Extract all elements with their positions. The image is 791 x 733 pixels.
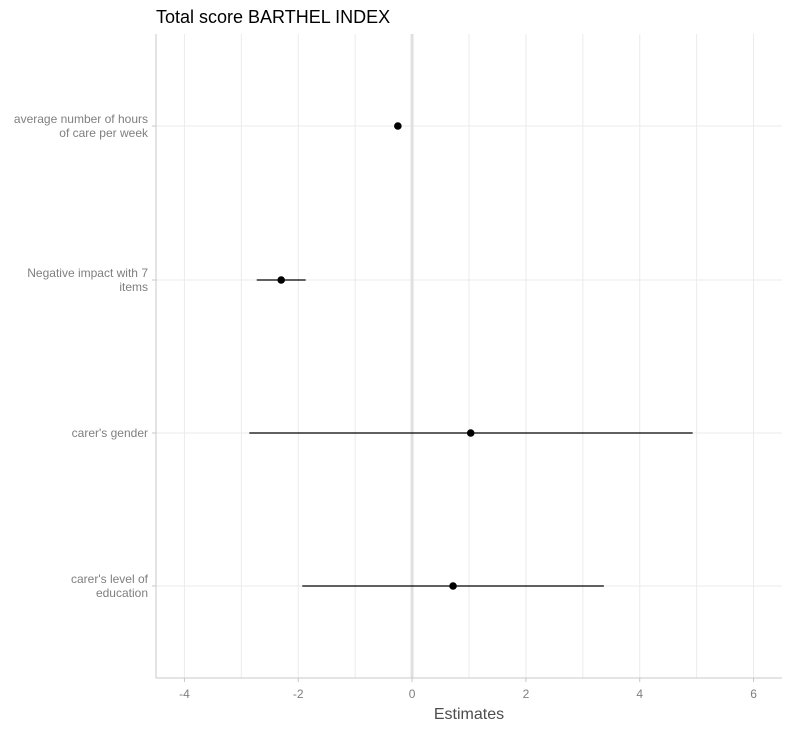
estimate-point <box>466 429 475 437</box>
grid <box>156 34 782 678</box>
marks <box>249 122 693 590</box>
estimate-point <box>394 122 402 130</box>
x-tick-label: 0 <box>409 687 416 701</box>
chart-title: Total score BARTHEL INDEX <box>156 7 390 27</box>
y-tick-label-line: carer's gender <box>72 426 148 440</box>
x-tick-label: 6 <box>750 687 757 701</box>
x-axis-title: Estimates <box>434 706 504 723</box>
x-tick-label: -2 <box>293 687 304 701</box>
y-tick-label-line: of care per week <box>59 126 149 140</box>
y-tick-label: average number of hours of care per week <box>14 112 149 140</box>
y-tick-label: carer's gender <box>72 426 148 440</box>
estimate-point <box>277 276 286 284</box>
y-tick-label-line: items <box>119 280 148 294</box>
estimate-point <box>449 582 457 590</box>
axes: -4 -2 0 2 4 6 <box>152 34 782 701</box>
labels: average number of hours of care per week N… <box>14 112 149 600</box>
x-tick-label: 4 <box>636 687 643 701</box>
x-tick-label: -4 <box>179 687 190 701</box>
y-tick-label: carer's level of education <box>71 572 149 600</box>
y-tick-label-line: average number of hours <box>14 112 148 126</box>
y-tick-label-line: Negative impact with 7 <box>27 266 148 280</box>
y-tick-label-line: carer's level of <box>71 572 149 586</box>
y-tick-label: Negative impact with 7 items <box>27 266 148 294</box>
y-tick-label-line: education <box>96 586 148 600</box>
x-tick-label: 2 <box>523 687 530 701</box>
